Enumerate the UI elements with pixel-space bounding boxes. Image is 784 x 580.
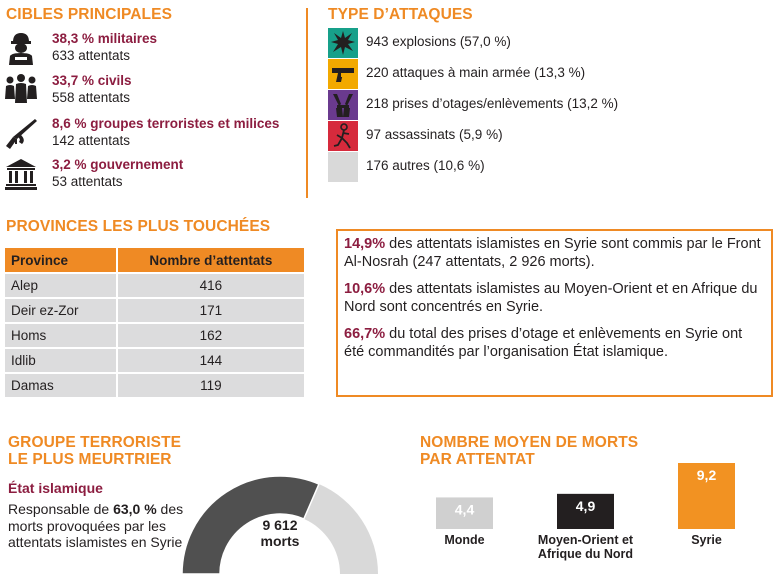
assassination-icon [328,121,358,151]
bar-value-label: 9,2 [697,467,717,483]
rifle-icon [6,119,37,149]
province-count: 144 [115,349,304,372]
info-box: 14,9% des attentats islamistes en Syrie … [336,229,773,397]
table-row: Deir ez-Zor 171 [5,299,304,322]
bar-chart-title-line2: PAR ATTENTAT [420,451,535,468]
province-name: Damas [5,374,116,397]
provinces-table: Province Nombre d’attentats Alep 416 Dei… [5,246,304,399]
gauge-rest-segment [303,484,378,574]
table-row: Idlib 144 [5,349,304,372]
hostage-hands-icon [328,90,358,120]
info-highlight: 14,9% [344,236,386,252]
info-highlight: 66,7% [344,326,386,342]
attack-type-label: 97 assassinats (5,9 %) [366,127,503,142]
attack-type-armed: 220 attaques à main armée (13,3 %) [328,59,778,89]
bar-value-label: 4,9 [576,498,596,514]
target-civilians: 33,7 % civils 558 attentats [4,73,304,111]
column-header-count: Nombre d’attentats [115,248,304,272]
attack-type-assassinations: 97 assassinats (5,9 %) [328,121,778,151]
people-icon [5,74,37,103]
deaths-value: 9 612 [262,517,297,533]
target-pct: 38,3 % militaires [52,31,158,46]
bar-chart-title-line1: NOMBRE MOYEN DE MORTS [420,434,639,451]
provinces-title: PROVINCES LES PLUS TOUCHÉES [6,218,271,235]
government-building-icon [5,159,37,190]
targets-title: CIBLES PRINCIPALES [6,6,173,23]
province-name: Alep [5,274,116,297]
attack-type-others: 176 autres (10,6 %) [328,152,778,182]
province-name: Homs [5,324,116,347]
province-name: Deir ez-Zor [5,299,116,322]
info-paragraph-1: 14,9% des attentats islamistes en Syrie … [344,235,765,271]
target-count: 142 attentats [52,133,131,148]
bar-2 [678,463,735,529]
resp-pct: 63,0 % [113,501,157,517]
target-count: 53 attentats [52,174,123,189]
deaths-unit: morts [261,533,300,549]
column-header-province: Province [5,248,116,272]
explosion-icon [328,28,358,58]
table-row: Alep 416 [5,274,304,297]
attack-type-label: 176 autres (10,6 %) [366,158,485,173]
group-responsibility: Responsable de 63,0 % des morts provoqué… [8,501,188,551]
group-title-line1: GROUPE TERRORISTE [8,434,182,451]
province-count: 162 [115,324,304,347]
bar-value-label: 4,4 [455,501,475,517]
target-military: 38,3 % militaires 633 attentats [4,31,304,69]
pistol-icon [328,59,358,89]
table-row: Homs 162 [5,324,304,347]
gauge-main-segment [181,475,320,575]
resp-post: des morts provoquées par les attentats i… [8,501,184,550]
deaths-share-gauge: 9 612 morts [181,475,378,575]
attack-types-title: TYPE D’ATTAQUES [328,6,473,23]
target-count: 633 attentats [52,48,131,63]
other-icon [328,152,358,182]
info-paragraph-2: 10,6% des attentats islamistes au Moyen-… [344,280,765,316]
group-name: État islamique [8,480,103,496]
bar-category-label: Moyen-Orient et Afrique du Nord [537,533,634,561]
province-name: Idlib [5,349,116,372]
bar-category-label: Syrie [691,533,722,547]
table-header-row: Province Nombre d’attentats [5,248,304,272]
info-highlight: 10,6% [344,281,386,297]
attack-type-label: 218 prises d’otages/enlèvements (13,2 %) [366,96,619,111]
attack-type-hostages: 218 prises d’otages/enlèvements (13,2 %) [328,90,778,120]
province-count: 119 [115,374,304,397]
info-text: des attentats islamistes au Moyen-Orient… [344,281,758,315]
target-militias: 8,6 % groupes terroristes et milices 142… [4,116,304,154]
province-count: 416 [115,274,304,297]
group-title-line2: LE PLUS MEURTRIER [8,451,172,468]
info-paragraph-3: 66,7% du total des prises d’otage et enl… [344,325,765,361]
target-pct: 33,7 % civils [52,73,132,88]
info-text: des attentats islamistes en Syrie sont c… [344,236,761,270]
attack-type-label: 220 attaques à main armée (13,3 %) [366,65,586,80]
info-text: du total des prises d’otage et enlèvemen… [344,326,743,360]
province-count: 171 [115,299,304,322]
attack-type-explosions: 943 explosions (57,0 %) [328,28,778,58]
bar-category-label: Monde [444,533,485,547]
target-count: 558 attentats [52,90,131,105]
target-pct: 8,6 % groupes terroristes et milices [52,116,280,131]
divider [306,8,308,198]
table-row: Damas 119 [5,374,304,397]
target-pct: 3,2 % gouvernement [52,157,184,172]
bar-1 [557,493,614,529]
soldier-icon [9,33,33,65]
attack-type-label: 943 explosions (57,0 %) [366,34,511,49]
resp-pre: Responsable de [8,501,114,517]
deaths-per-attack-chart: 4,4 4,9 9,2 [436,463,735,529]
target-government: 3,2 % gouvernement 53 attentats [4,157,304,195]
bar-0 [436,497,493,529]
